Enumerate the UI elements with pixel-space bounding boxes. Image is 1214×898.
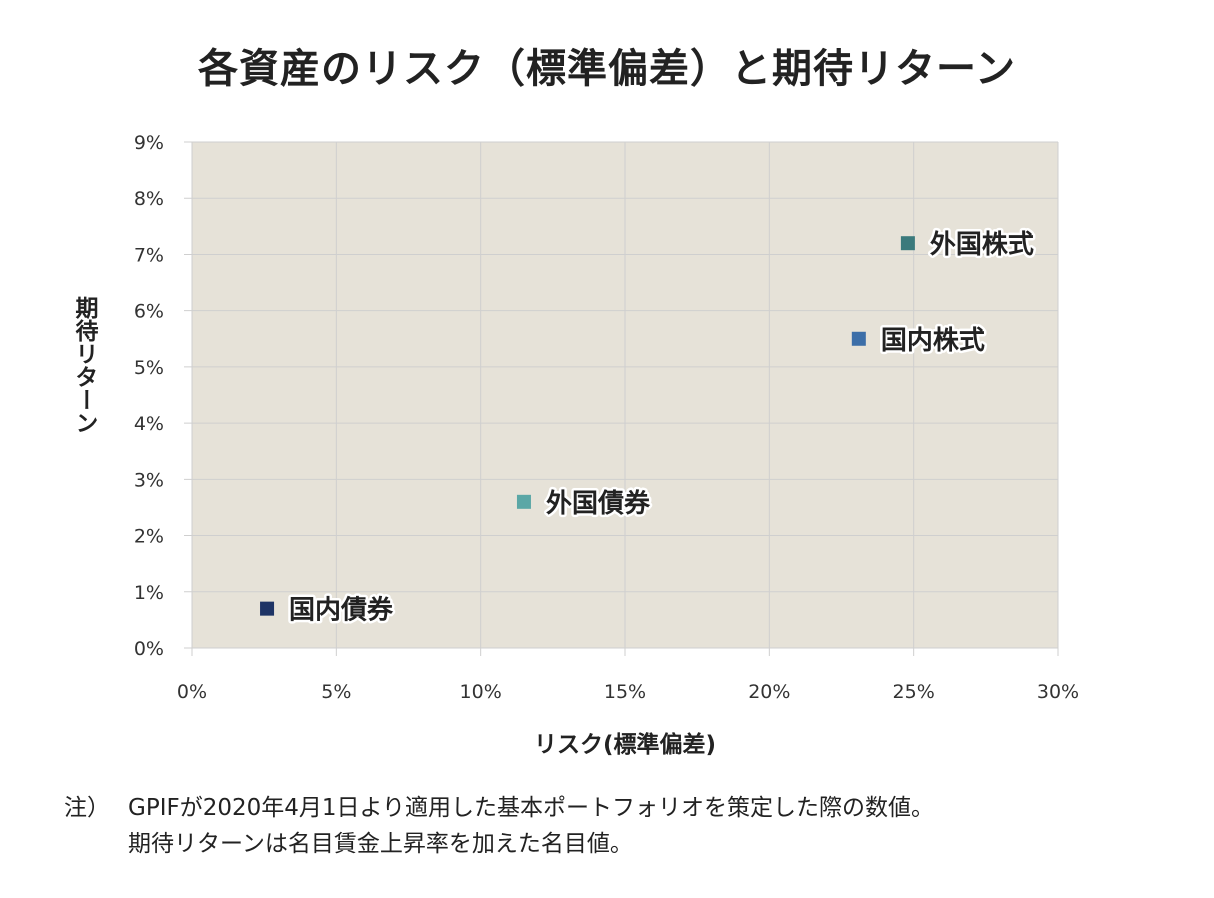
data-point <box>900 236 915 251</box>
data-point <box>260 601 275 616</box>
data-label: 外国債券 <box>546 489 651 519</box>
y-tick-label: 9% <box>134 132 164 154</box>
x-tick-label: 25% <box>893 681 935 703</box>
x-tick-label: 20% <box>748 681 790 703</box>
footnote: 注） GPIFが2020年4月1日より適用した基本ポートフォリオを策定した際の数… <box>64 790 1184 862</box>
data-point <box>851 331 866 346</box>
footnote-line-2: 期待リターンは名目賃金上昇率を加えた名目値。 <box>128 831 633 857</box>
chart-title: 各資産のリスク（標準偏差）と期待リターン <box>198 46 1016 92</box>
footnote-line-1: GPIFが2020年4月1日より適用した基本ポートフォリオを策定した際の数値。 <box>128 795 935 821</box>
data-point <box>516 494 531 509</box>
data-label: 外国株式 <box>930 230 1034 260</box>
x-tick-label: 10% <box>460 681 502 703</box>
y-tick-label: 2% <box>134 526 164 548</box>
data-label: 国内株式 <box>881 326 985 356</box>
data-label: 国内債券 <box>289 596 394 626</box>
y-axis-label: 期待リターン <box>71 296 97 434</box>
y-tick-label: 6% <box>134 301 164 323</box>
y-tick-label: 0% <box>134 638 164 660</box>
y-tick-label: 3% <box>134 469 164 491</box>
x-tick-label: 5% <box>321 681 351 703</box>
x-tick-label: 0% <box>177 681 207 703</box>
y-tick-label: 4% <box>134 413 164 435</box>
x-tick-label: 30% <box>1037 681 1079 703</box>
y-tick-label: 1% <box>134 582 164 604</box>
y-tick-label: 5% <box>134 357 164 379</box>
y-tick-label: 7% <box>134 244 164 266</box>
footnote-prefix: 注） <box>64 795 110 821</box>
x-axis-label: リスク(標準偏差) <box>534 731 716 758</box>
x-tick-label: 15% <box>604 681 646 703</box>
y-tick-label: 8% <box>134 188 164 210</box>
